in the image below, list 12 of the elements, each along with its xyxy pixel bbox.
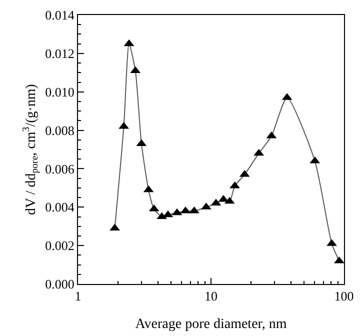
y-tick-label: 0.002 [45, 238, 74, 254]
x-tick-label: 10 [204, 288, 218, 304]
y-tick-label: 0.010 [45, 84, 74, 100]
y-tick-label: 0.014 [45, 8, 75, 23]
y-tick-label: 0.008 [45, 122, 74, 138]
y-tick-label: 0.006 [45, 161, 75, 176]
y-tick-label: 0.004 [45, 200, 75, 215]
x-axis-title: Average pore diameter, nm [135, 316, 287, 332]
y-tick-label: 0.012 [45, 46, 74, 61]
x-tick-label: 100 [334, 288, 354, 304]
y-tick-label: 0.000 [45, 276, 74, 292]
x-tick-label: 1 [74, 288, 82, 304]
